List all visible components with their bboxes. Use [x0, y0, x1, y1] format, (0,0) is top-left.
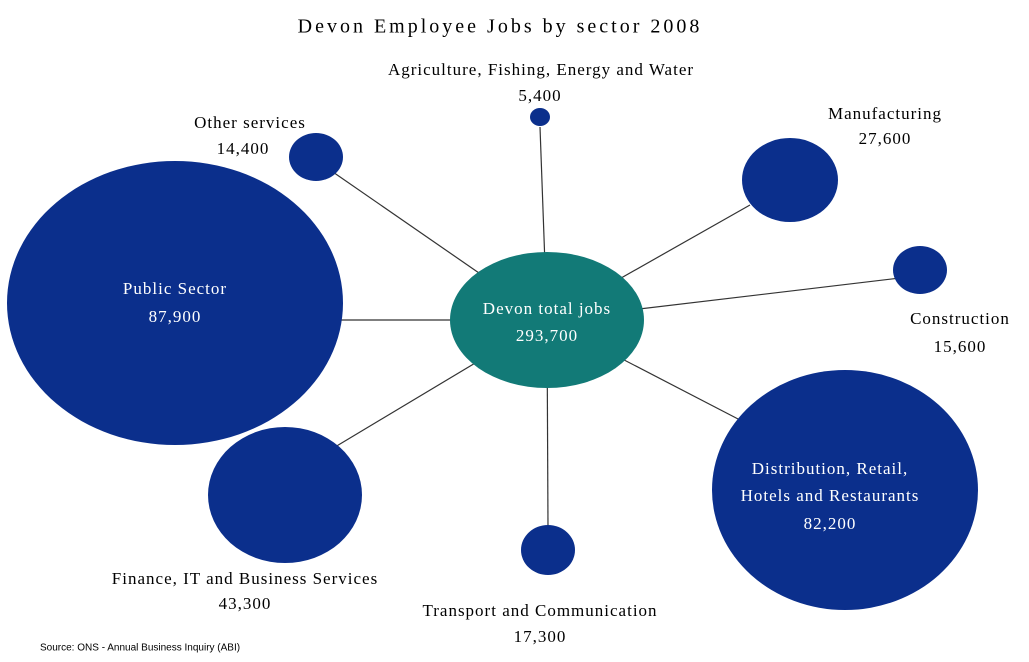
node-value: 17,300 [514, 627, 567, 646]
node-value: 27,600 [859, 129, 912, 148]
node-label: Hotels and Restaurants [741, 486, 920, 505]
bubble [521, 525, 575, 575]
node-label: Manufacturing [828, 104, 942, 123]
node-label: Other services [194, 113, 306, 132]
bubble [712, 370, 978, 610]
node-label: Distribution, Retail, [752, 459, 909, 478]
bubble [742, 138, 838, 222]
node-value: 5,400 [518, 86, 561, 105]
bubble [208, 427, 362, 563]
node-value: 14,400 [217, 139, 270, 158]
bubble [289, 133, 343, 181]
center-label: Devon total jobs [483, 299, 611, 318]
node-label: Finance, IT and Business Services [112, 569, 378, 588]
node-label: Public Sector [123, 279, 227, 298]
bubble [893, 246, 947, 294]
node-label: Construction [910, 309, 1010, 328]
center-value: 293,700 [516, 326, 578, 345]
node-value: 82,200 [804, 514, 857, 533]
node-label: Agriculture, Fishing, Energy and Water [388, 60, 694, 79]
node-label: Transport and Communication [422, 601, 657, 620]
title: Devon Employee Jobs by sector 2008 [298, 16, 703, 38]
bubble [530, 108, 550, 126]
center-bubble [450, 252, 644, 388]
node-value: 15,600 [934, 337, 987, 356]
node-value: 43,300 [219, 594, 272, 613]
source: Source: ONS - Annual Business Inquiry (A… [40, 643, 240, 654]
bubble [7, 161, 343, 445]
node-value: 87,900 [149, 307, 202, 326]
